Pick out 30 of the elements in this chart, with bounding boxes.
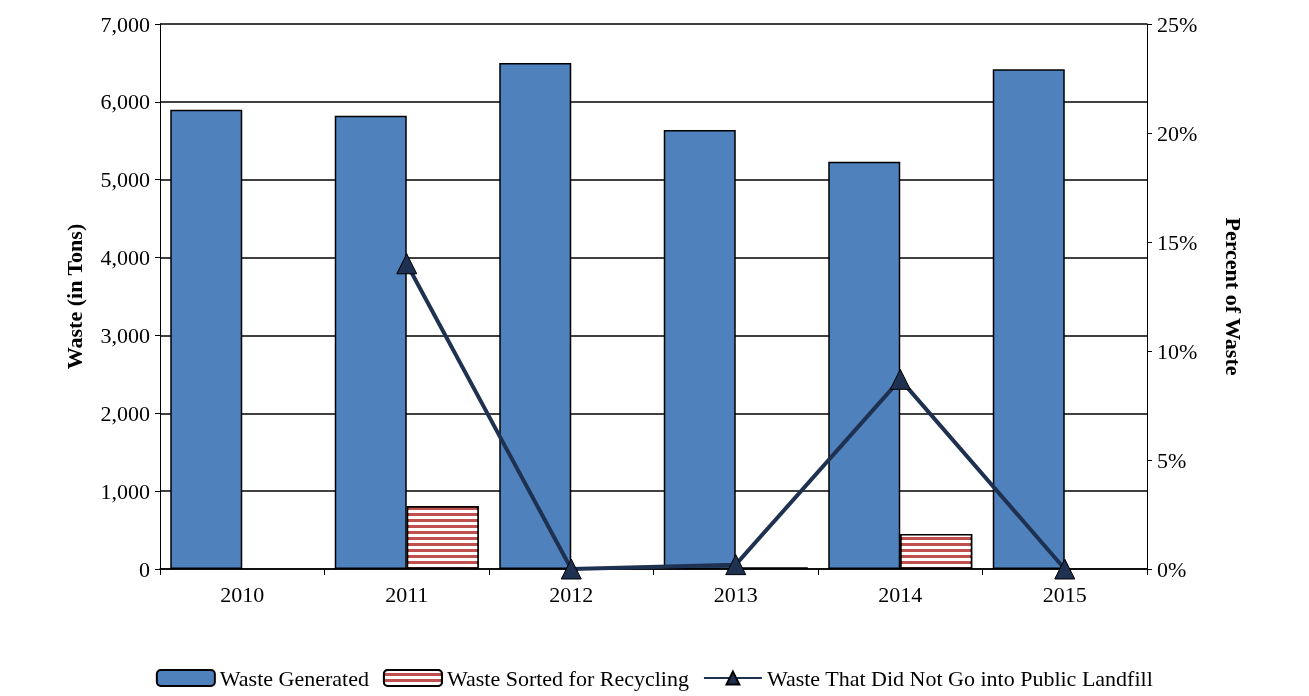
y-tick-label: 4,000 bbox=[100, 245, 150, 271]
point bbox=[725, 554, 747, 576]
y2-tick-label: 25% bbox=[1157, 11, 1198, 37]
legend-label: Waste Sorted for Recycling bbox=[446, 665, 689, 691]
x-tick-label: 2015 bbox=[1042, 581, 1087, 607]
x-tick-label: 2012 bbox=[549, 581, 594, 607]
y-tick-label: 5,000 bbox=[100, 167, 150, 193]
point bbox=[560, 558, 582, 580]
x-tick-label: 2014 bbox=[878, 581, 923, 607]
legend-label: Waste That Did Not Go into Public Landfill bbox=[766, 665, 1153, 691]
y2-tick-label: 10% bbox=[1157, 338, 1198, 364]
y-axis-title: Waste (in Tons) bbox=[61, 223, 87, 370]
y-tick-label: 1,000 bbox=[100, 478, 150, 504]
y-tick-label: 2,000 bbox=[100, 400, 150, 426]
y2-tick-label: 20% bbox=[1157, 120, 1198, 146]
y-tick-label: 7,000 bbox=[100, 11, 150, 37]
legend-label: Waste Generated bbox=[219, 665, 369, 691]
y-tick-label: 0 bbox=[139, 556, 150, 582]
y-tick-label: 6,000 bbox=[100, 89, 150, 115]
x-tick-label: 2011 bbox=[385, 581, 429, 607]
point bbox=[889, 368, 911, 390]
x-tick-label: 2010 bbox=[220, 581, 265, 607]
y2-tick-label: 5% bbox=[1157, 447, 1187, 473]
point bbox=[396, 253, 418, 275]
point bbox=[1054, 558, 1076, 580]
y2-axis-title: Percent of Waste bbox=[1220, 217, 1246, 376]
y2-tick-label: 15% bbox=[1157, 229, 1198, 255]
y-tick-label: 3,000 bbox=[100, 322, 150, 348]
x-tick-label: 2013 bbox=[713, 581, 758, 607]
y2-tick-label: 0% bbox=[1157, 556, 1187, 582]
